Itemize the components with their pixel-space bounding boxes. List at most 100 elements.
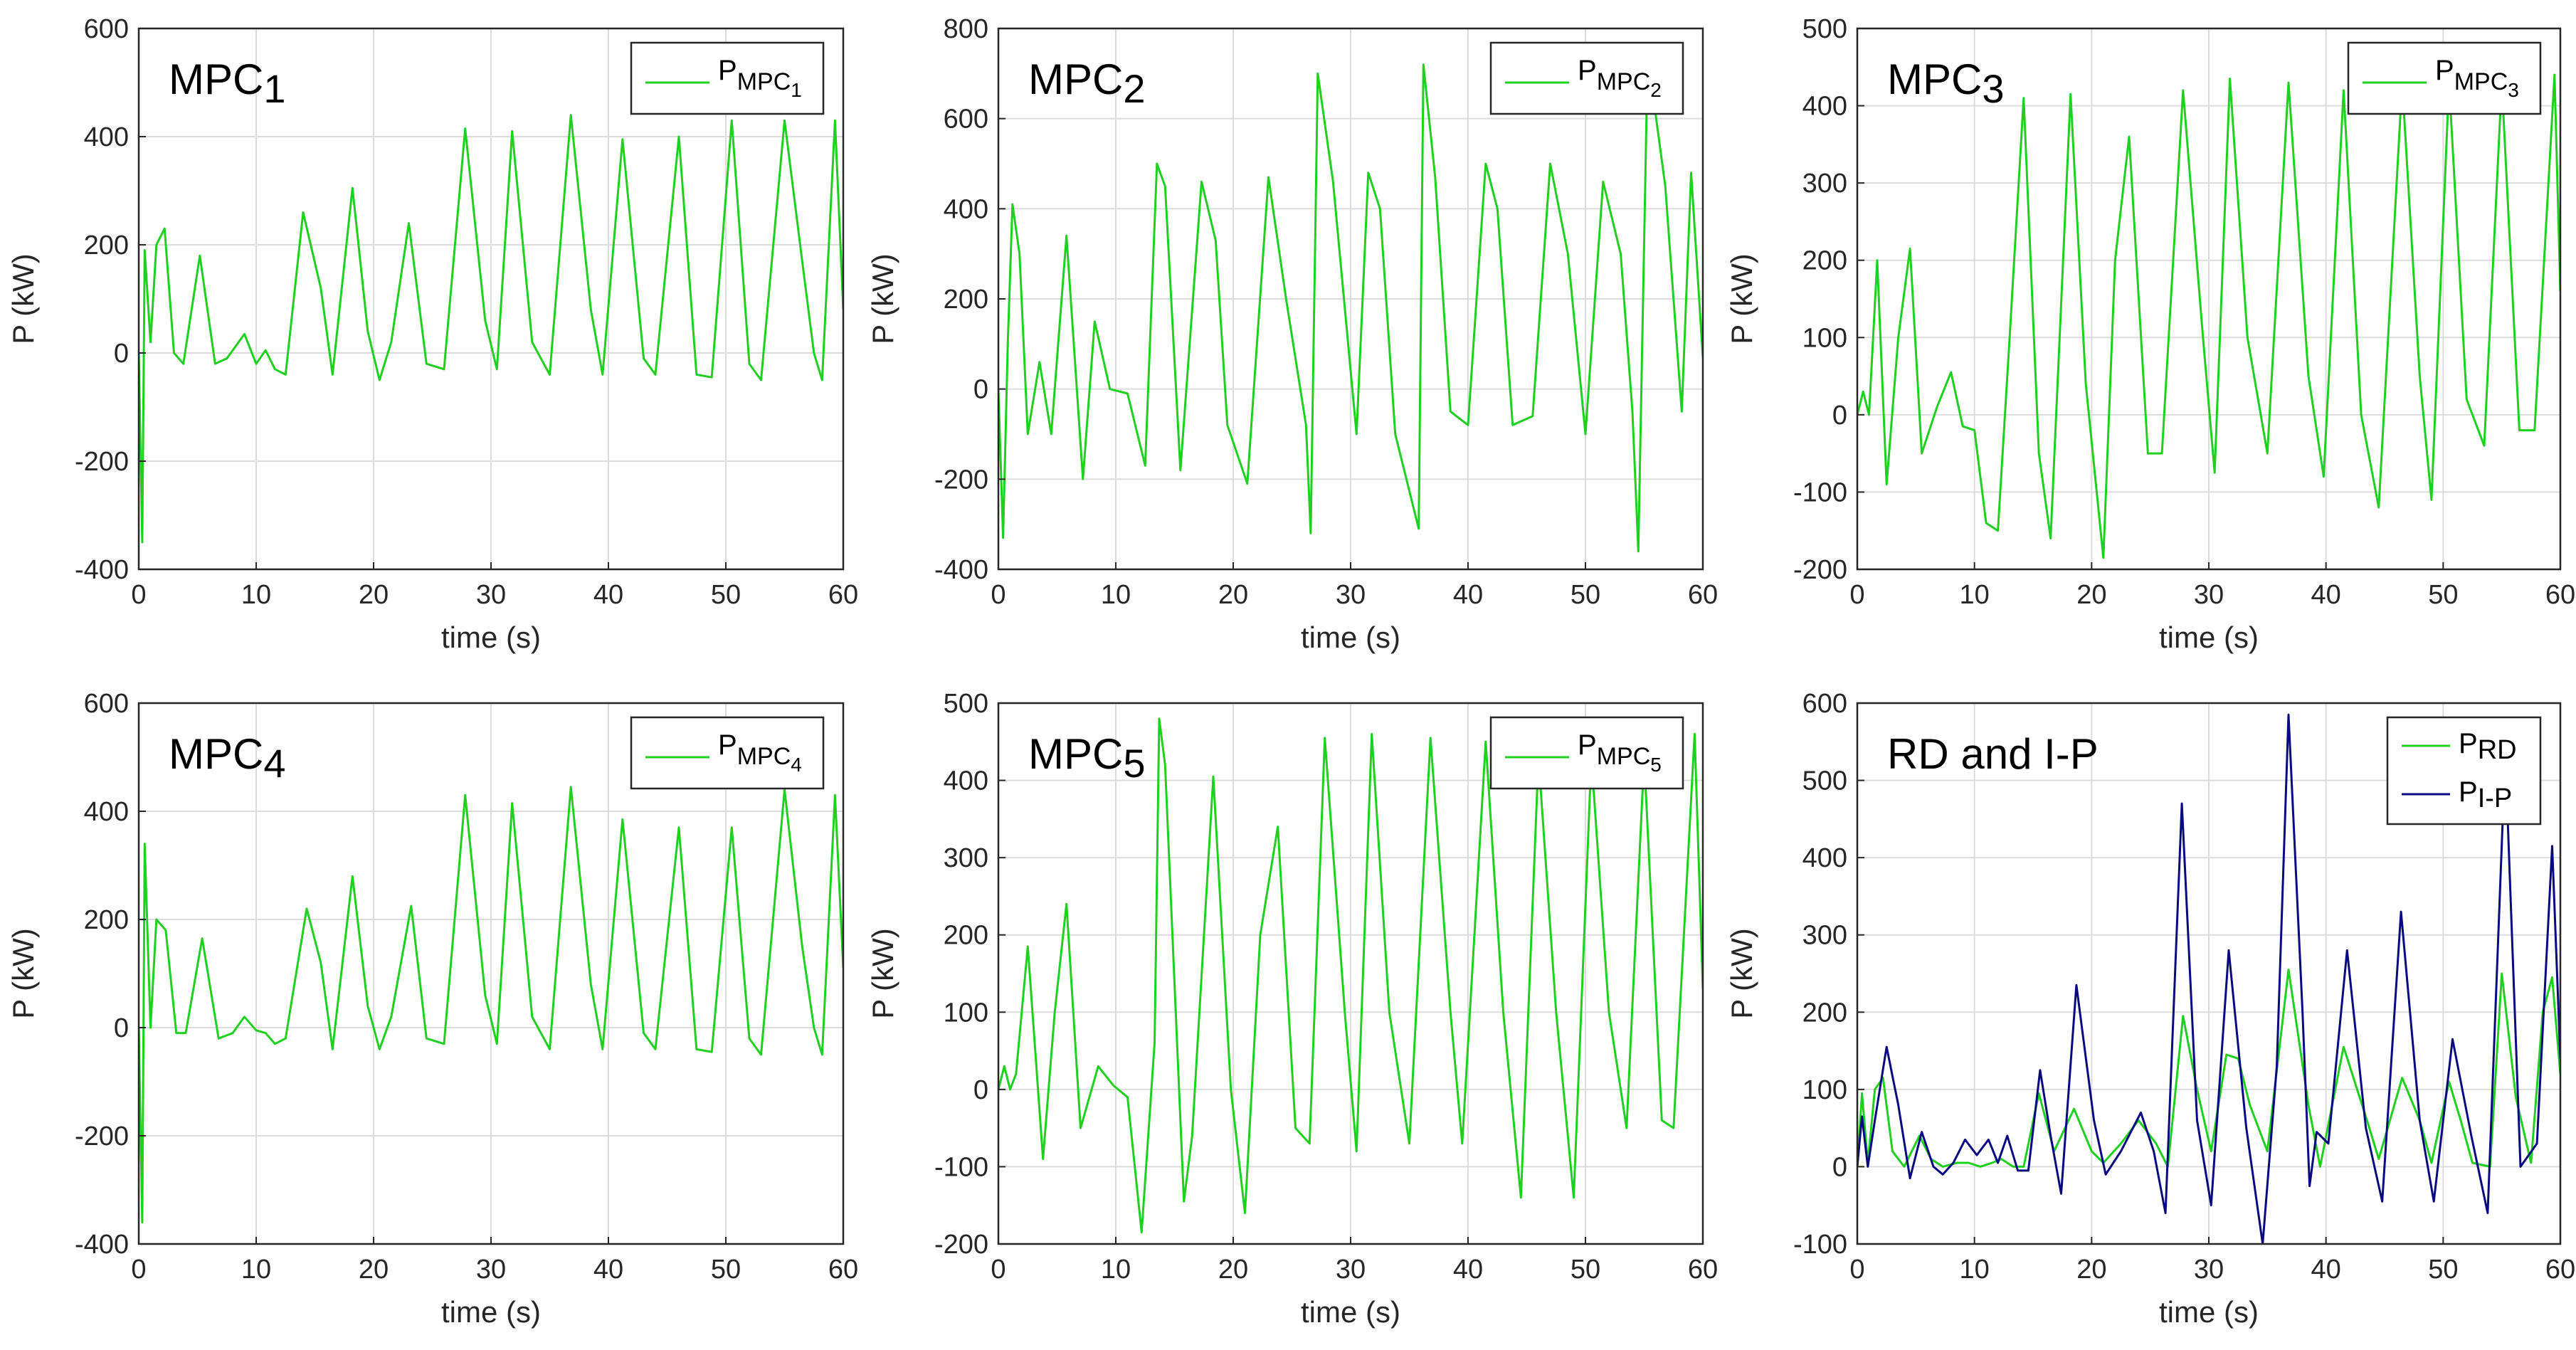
series-line-ip	[1857, 713, 2560, 1244]
panel-title-main: MPC	[169, 56, 263, 103]
y-tick-label: -200	[1793, 555, 1847, 585]
y-tick-label: -400	[75, 1230, 129, 1260]
y-tick-label: 600	[1802, 689, 1847, 719]
y-tick-label: -200	[934, 1230, 988, 1260]
legend-label-main: P	[718, 55, 737, 86]
y-tick-label: 600	[84, 689, 129, 719]
x-tick-label: 30	[2194, 1255, 2224, 1285]
y-tick-label: 100	[1802, 1075, 1847, 1105]
y-tick-label: -400	[75, 555, 129, 585]
legend-label: PMPC2	[1578, 55, 1662, 101]
x-tick-label: 20	[1218, 1255, 1248, 1285]
x-tick-label: 50	[1571, 1255, 1600, 1285]
x-tick-label: 0	[1849, 580, 1864, 610]
legend-label-main: P	[2459, 776, 2478, 808]
y-tick-label: 0	[1832, 1152, 1847, 1182]
panel-title: MPC5	[1028, 730, 1146, 786]
legend-label-subsub: 5	[1650, 754, 1662, 776]
chart-panel-2: 0 10 20 30 40 50 60 -400 -200 0 200 400 600 800 time (…	[866, 14, 1718, 654]
legend-label-subsub: 4	[791, 754, 802, 776]
x-tick-label: 20	[2076, 580, 2106, 610]
x-tick-label: 10	[1101, 1255, 1131, 1285]
y-axis-label: P (kW)	[866, 928, 899, 1019]
legend-box	[630, 716, 825, 790]
x-tick-label: 30	[476, 580, 506, 610]
legend-label-sub: MPC	[1597, 68, 1651, 95]
y-axis-label: P (kW)	[6, 253, 40, 344]
legend-label-main: P	[2459, 728, 2478, 759]
legend-box	[2386, 716, 2542, 826]
x-tick-label: 0	[991, 580, 1005, 610]
y-tick-label: 400	[84, 122, 129, 152]
panel-title-sub: 5	[1123, 741, 1145, 786]
x-tick-label: 50	[1571, 580, 1600, 610]
y-axis-label: P (kW)	[1725, 253, 1758, 344]
x-tick-label: 10	[241, 1255, 271, 1285]
x-tick-label: 30	[1336, 580, 1366, 610]
x-tick-label: 50	[711, 580, 741, 610]
y-tick-label: 400	[1802, 92, 1847, 122]
panel-title-sub: 4	[263, 741, 285, 786]
y-tick-label: -200	[934, 465, 988, 495]
legend: PMPC1	[630, 41, 825, 115]
legend-box	[1489, 716, 1684, 790]
x-tick-label: 60	[2545, 1255, 2575, 1285]
y-tick-label: 600	[84, 14, 129, 44]
legend-label-sub: MPC	[737, 68, 791, 95]
x-tick-label: 10	[241, 580, 271, 610]
y-tick-label: 200	[1802, 246, 1847, 276]
x-tick-label: 50	[2428, 580, 2458, 610]
x-tick-label: 60	[2545, 580, 2575, 610]
x-axis-label: time (s)	[1301, 621, 1400, 654]
legend: PMPC5	[1489, 716, 1684, 790]
legend: PMPC3	[2347, 41, 2542, 115]
legend: PMPC4	[630, 716, 825, 790]
x-tick-label: 60	[828, 1255, 858, 1285]
legend-label: PMPC3	[2435, 55, 2519, 101]
y-tick-label: 0	[973, 1075, 988, 1105]
chart-panel-3: 0 10 20 30 40 50 60 -200 -100 0 100 200 300 400 500 tim…	[1725, 14, 2575, 654]
panel-title-main: MPC	[1028, 730, 1123, 778]
x-tick-label: 0	[1849, 1255, 1864, 1285]
y-tick-label: 400	[944, 766, 988, 796]
y-axis-label: P (kW)	[866, 253, 899, 344]
series-line-mpc4	[139, 786, 843, 1224]
legend-label: PI-P	[2459, 776, 2512, 813]
x-tick-label: 0	[131, 580, 146, 610]
legend-label-sub: I-P	[2478, 784, 2513, 813]
y-tick-label: 200	[84, 231, 129, 260]
legend-label: PMPC4	[718, 729, 802, 776]
x-tick-label: 60	[1688, 1255, 1718, 1285]
y-tick-label: 100	[1802, 323, 1847, 353]
legend-box	[2347, 41, 2542, 115]
legend-label-sub: MPC	[1597, 743, 1651, 770]
x-axis-label: time (s)	[2159, 1295, 2259, 1329]
x-tick-label: 50	[2428, 1255, 2458, 1285]
x-axis-label: time (s)	[1301, 1295, 1400, 1329]
y-tick-label: 600	[944, 105, 988, 135]
y-tick-label: 500	[944, 689, 988, 719]
x-tick-label: 40	[593, 580, 623, 610]
legend-label: PMPC5	[1578, 729, 1662, 776]
y-tick-label: -100	[1793, 1230, 1847, 1260]
x-tick-label: 60	[1688, 580, 1718, 610]
y-tick-label: 0	[114, 339, 129, 369]
x-tick-label: 10	[1101, 580, 1131, 610]
y-tick-label: -100	[934, 1152, 988, 1182]
y-tick-label: 300	[1802, 169, 1847, 199]
chart-panel-6: 0 10 20 30 40 50 60-1000100200300400500600time…	[1725, 689, 2575, 1329]
x-tick-label: 30	[2194, 580, 2224, 610]
y-axis-label: P (kW)	[6, 928, 40, 1019]
legend-label-sub: MPC	[2454, 68, 2508, 95]
x-tick-label: 0	[131, 1255, 146, 1285]
legend: PMPC2	[1489, 41, 1684, 115]
legend-label-sub: RD	[2478, 735, 2517, 765]
y-tick-label: -200	[75, 1122, 129, 1151]
y-tick-label: 800	[944, 14, 988, 44]
y-tick-label: 300	[1802, 921, 1847, 951]
panel-title: MPC2	[1028, 56, 1146, 111]
x-tick-label: 30	[1336, 1255, 1366, 1285]
panel-title-sub: 3	[1982, 66, 2004, 111]
legend-box	[1489, 41, 1684, 115]
